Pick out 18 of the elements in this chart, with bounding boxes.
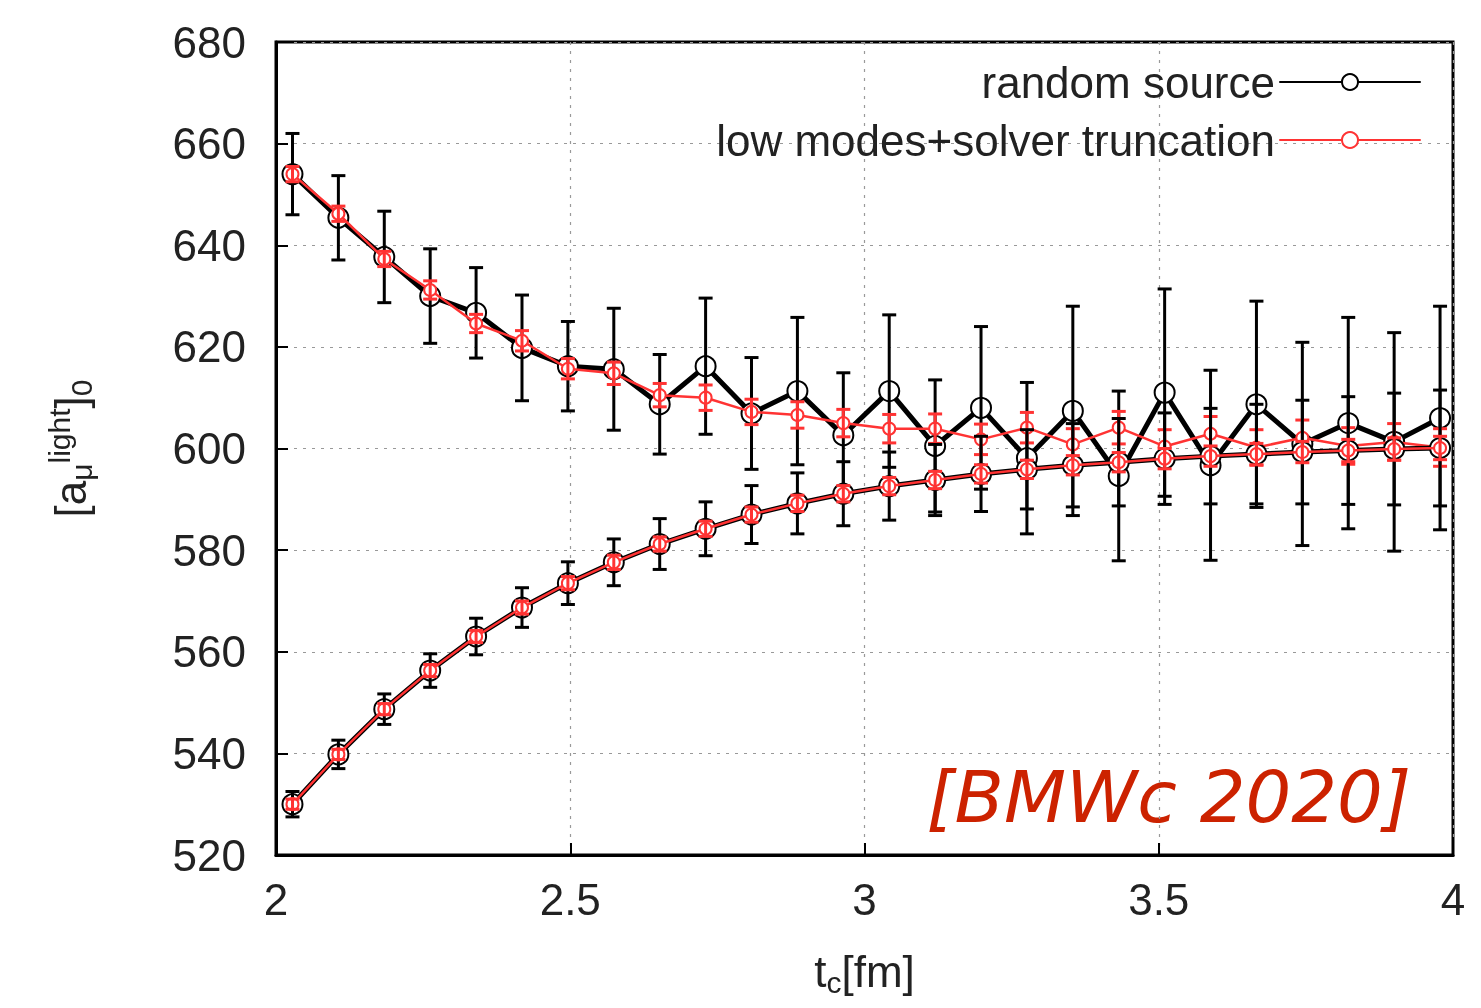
x-tick-label: 4: [1440, 874, 1466, 924]
x-tick-label: 2: [263, 874, 289, 924]
y-tick-label: 520: [172, 830, 246, 880]
y-tick-label: 540: [172, 728, 246, 778]
y-tick-label: 620: [172, 322, 246, 372]
y-tick-label: 560: [172, 627, 246, 677]
y-tick-label: 660: [172, 119, 246, 169]
y-tick-label: 680: [172, 17, 246, 67]
y-axis-title: [aμlight]0: [42, 379, 98, 518]
annotation: [BMWc 2020]: [926, 755, 1411, 839]
x-tick-label: 3.5: [1128, 874, 1190, 924]
legend-label: random source: [981, 57, 1275, 107]
x-tick-label: 3: [852, 874, 877, 924]
y-tick-label: 580: [172, 525, 246, 575]
y-tick-label: 600: [172, 424, 246, 473]
y-tick-label: 640: [172, 220, 246, 270]
legend-label: low modes+solver truncation: [716, 115, 1275, 165]
x-tick-label: 2.5: [539, 874, 601, 924]
